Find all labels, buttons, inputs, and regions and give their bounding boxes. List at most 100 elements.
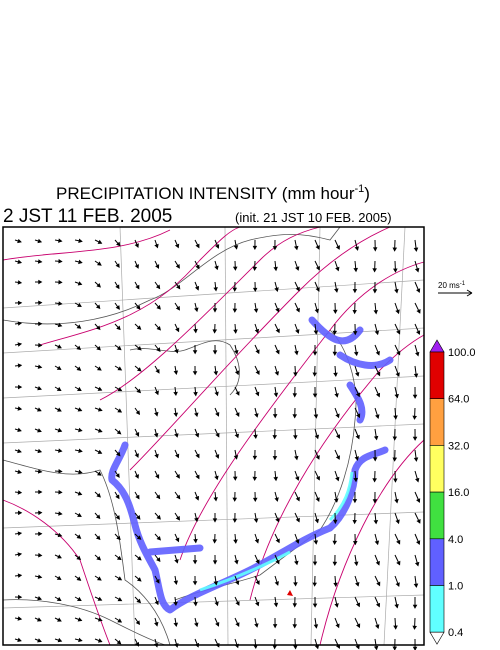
color-scale: 100.0 64.0 32.0 16.0 4.0 1.0 0.4: [429, 339, 476, 645]
wind-arrowhead: [175, 474, 180, 479]
wind-arrowhead: [17, 616, 23, 621]
coastline: [2, 459, 171, 646]
wind-arrowhead: [412, 394, 418, 399]
wind-arrowhead: [116, 555, 122, 561]
wind-arrowhead: [293, 582, 298, 587]
wind-arrowhead: [137, 556, 142, 561]
wind-arrowhead: [413, 457, 419, 462]
wind-arrowhead: [137, 346, 142, 351]
wind-arrowhead: [212, 539, 218, 544]
wind-arrowhead: [134, 474, 139, 479]
wind-arrowhead: [312, 582, 317, 587]
wind-arrowhead: [175, 264, 180, 269]
wind-arrowhead: [333, 309, 338, 315]
wind-arrowhead: [392, 646, 398, 650]
station-marker: [287, 590, 293, 596]
wind-arrowhead: [136, 577, 142, 582]
map-background: [3, 227, 424, 645]
wind-arrowhead: [116, 430, 122, 435]
color-segment: [429, 585, 445, 633]
wind-arrowhead: [232, 266, 238, 271]
wind-arrowhead: [375, 560, 380, 566]
isobar: [319, 439, 425, 646]
wind-arrowhead: [292, 624, 298, 629]
wind-arrowhead: [57, 407, 62, 412]
wind-arrowhead: [312, 372, 317, 377]
wind-arrowhead: [212, 308, 218, 313]
wind-arrowhead: [174, 433, 179, 438]
wind-arrowhead: [58, 279, 63, 285]
wind-scale-label: 20 ms-1: [438, 281, 466, 290]
wind-arrowhead: [232, 497, 238, 502]
wind-arrowhead: [17, 594, 23, 600]
wind-arrowhead: [253, 308, 259, 313]
wind-arrowhead: [374, 540, 380, 546]
wind-arrowhead: [293, 245, 299, 251]
wind-arrowhead: [194, 285, 200, 291]
wind-arrowhead: [116, 535, 121, 541]
wind-arrowhead: [116, 241, 121, 247]
color-segment: [429, 538, 445, 586]
wind-arrowhead: [193, 538, 198, 544]
wind-arrowhead: [375, 392, 381, 398]
wind-arrowhead: [213, 581, 219, 586]
wind-arrowhead: [37, 638, 42, 643]
wind-arrowhead: [335, 245, 340, 250]
wind-arrowhead: [156, 514, 161, 520]
wind-arrowhead: [37, 469, 43, 474]
wind-arrowhead: [97, 407, 103, 412]
wind-arrowhead: [393, 268, 398, 273]
wind-arrowhead: [173, 580, 179, 586]
wind-arrowhead: [173, 622, 179, 628]
wind-arrowhead: [115, 473, 120, 478]
wind-arrowhead: [154, 621, 159, 627]
wind-arrowhead: [255, 370, 260, 376]
wind-arrowhead: [115, 263, 120, 268]
wind-arrowhead: [235, 622, 240, 627]
wind-arrowhead: [76, 366, 82, 371]
wind-arrowhead: [58, 259, 63, 264]
wind-arrowhead: [312, 561, 318, 566]
wind-arrowhead: [273, 476, 279, 482]
wind-arrowhead: [255, 580, 260, 586]
wind-arrowhead: [38, 321, 43, 327]
wind-arrowhead: [295, 496, 300, 502]
wind-arrowhead: [233, 455, 239, 460]
wind-arrowhead: [192, 371, 198, 376]
wind-arrowhead: [355, 582, 360, 587]
wind-arrowhead: [57, 344, 62, 349]
wind-arrowhead: [416, 518, 421, 524]
wind-arrowhead: [37, 364, 43, 369]
wind-arrowhead: [394, 603, 399, 609]
wind-arrowhead: [97, 576, 102, 581]
wind-arrowhead: [412, 604, 418, 609]
wind-arrowhead: [192, 560, 198, 565]
wind-arrowhead: [415, 351, 420, 357]
wind-arrowhead: [116, 325, 121, 331]
wind-arrowhead: [116, 451, 121, 457]
wind-arrowhead: [272, 435, 278, 440]
wind-arrowhead: [57, 532, 63, 538]
precipitation-area: [199, 471, 354, 592]
wind-arrowhead: [175, 515, 180, 521]
grid-line: [2, 423, 425, 444]
wind-arrowhead: [314, 434, 320, 440]
wind-arrowhead: [373, 435, 379, 441]
wind-arrowhead: [173, 391, 178, 397]
wind-arrowhead: [17, 573, 23, 578]
wind-arrowhead: [375, 414, 380, 419]
wind-arrowhead: [17, 259, 23, 264]
wind-arrowhead: [232, 308, 238, 313]
wind-arrowhead: [355, 434, 360, 440]
wind-arrowhead: [17, 321, 23, 326]
wind-arrowhead: [233, 329, 238, 334]
precipitation-band: [108, 316, 394, 614]
wind-arrowhead: [292, 393, 298, 398]
wind-arrowhead: [275, 328, 280, 334]
wind-arrowhead: [95, 304, 101, 310]
wind-arrowhead: [194, 622, 199, 628]
wind-arrowhead: [95, 535, 101, 541]
wind-arrowhead: [156, 557, 161, 563]
wind-arrowhead: [156, 347, 161, 353]
